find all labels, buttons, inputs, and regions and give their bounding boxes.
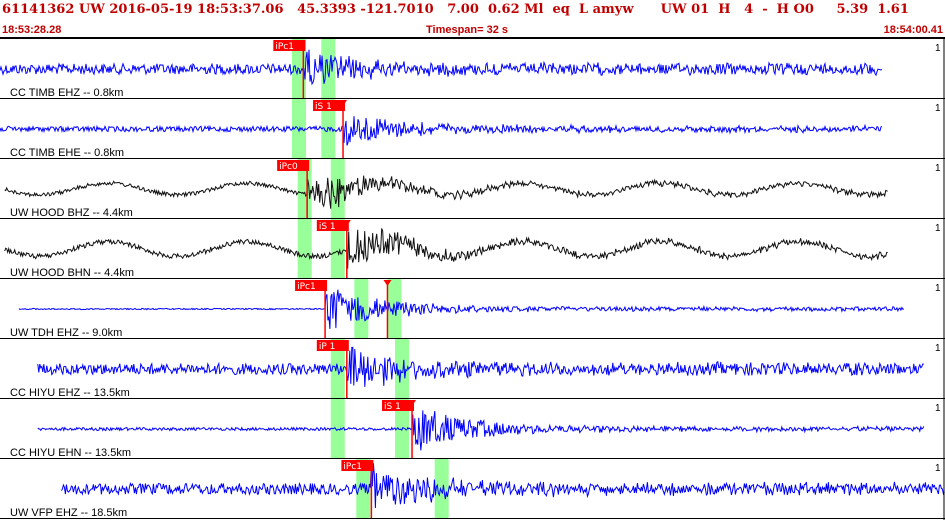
s-window-band <box>387 279 402 339</box>
pick-flag[interactable] <box>295 280 328 291</box>
waveform-trace <box>37 410 925 451</box>
window-start-time: 18:53:28.28 <box>2 24 62 36</box>
waveform-trace <box>60 462 945 509</box>
pick-marker-icon <box>339 100 348 106</box>
pick-label: iPc0 <box>279 162 298 172</box>
p-window-band <box>330 399 345 459</box>
pick-flag[interactable] <box>273 40 306 51</box>
amplitude-scale: 1 <box>935 223 941 234</box>
pick-marker-icon <box>383 280 392 286</box>
s-window-band <box>321 99 336 159</box>
waveform-trace <box>4 175 888 209</box>
amplitude-scale: 1 <box>935 403 941 414</box>
pick-flag[interactable] <box>313 100 346 111</box>
pick-label: iS 1 <box>319 222 336 232</box>
window-end-time: 18:54:00.41 <box>883 24 943 36</box>
pick-marker-icon <box>342 220 351 226</box>
amplitude-scale: 1 <box>935 343 941 354</box>
event-summary-title: 61141362 UW 2016-05-19 18:53:37.06 45.33… <box>2 2 909 17</box>
p-window-band <box>297 219 312 279</box>
channel-label: UW TDH EHZ -- 9.0km <box>10 327 122 339</box>
timespan-label: Timespan= 32 s <box>426 24 509 36</box>
amplitude-scale: 1 <box>935 43 941 54</box>
pick-flag[interactable] <box>316 340 349 351</box>
channel-label: CC TIMB EHE -- 0.8km <box>10 147 124 159</box>
seismogram-panel[interactable]: iPc1 CC TIMB EHZ -- 0.8km 1 iS 1 CC TIMB EHE… <box>0 39 945 520</box>
p-window-band <box>297 159 312 219</box>
amplitude-scale: 1 <box>935 163 941 174</box>
waveform-trace <box>0 116 883 146</box>
channel-label: CC HIYU EHN -- 13.5km <box>10 447 131 459</box>
amplitude-scale: 1 <box>935 463 941 474</box>
pick-flag[interactable] <box>341 460 374 471</box>
pick-label: iPc1 <box>275 42 294 52</box>
waveform-trace <box>18 289 905 329</box>
pick-label: iP 1 <box>319 342 336 352</box>
pick-label: iPc1 <box>297 282 316 292</box>
amplitude-scale: 1 <box>935 283 941 294</box>
s-window-band <box>434 459 449 519</box>
pick-flag[interactable] <box>316 220 349 231</box>
channel-label: CC HIYU EHZ -- 13.5km <box>10 387 130 399</box>
pick-flag[interactable] <box>277 160 310 171</box>
header-divider <box>0 37 945 39</box>
pick-marker-icon <box>408 400 417 406</box>
p-window-band <box>292 99 307 159</box>
p-window-band <box>356 459 371 519</box>
s-window-band <box>395 339 410 399</box>
waveform-trace <box>37 346 924 387</box>
pick-label: iS 1 <box>315 102 332 112</box>
channel-label: UW HOOD BHN -- 4.4km <box>10 267 134 279</box>
waveform-trace <box>4 228 888 269</box>
pick-flag[interactable] <box>382 400 415 411</box>
pick-label: iPc1 <box>343 462 362 472</box>
waveform-trace <box>0 49 883 86</box>
amplitude-scale: 1 <box>935 103 941 114</box>
pick-label: iS 1 <box>384 402 401 412</box>
channel-label: CC TIMB EHZ -- 0.8km <box>10 87 123 99</box>
s-window-band <box>321 39 336 99</box>
channel-label: UW VFP EHZ -- 18.5km <box>10 507 127 519</box>
channel-label: UW HOOD BHZ -- 4.4km <box>10 207 133 219</box>
s-window-band <box>330 219 345 279</box>
event-header: 61141362 UW 2016-05-19 18:53:37.06 45.33… <box>0 0 945 39</box>
